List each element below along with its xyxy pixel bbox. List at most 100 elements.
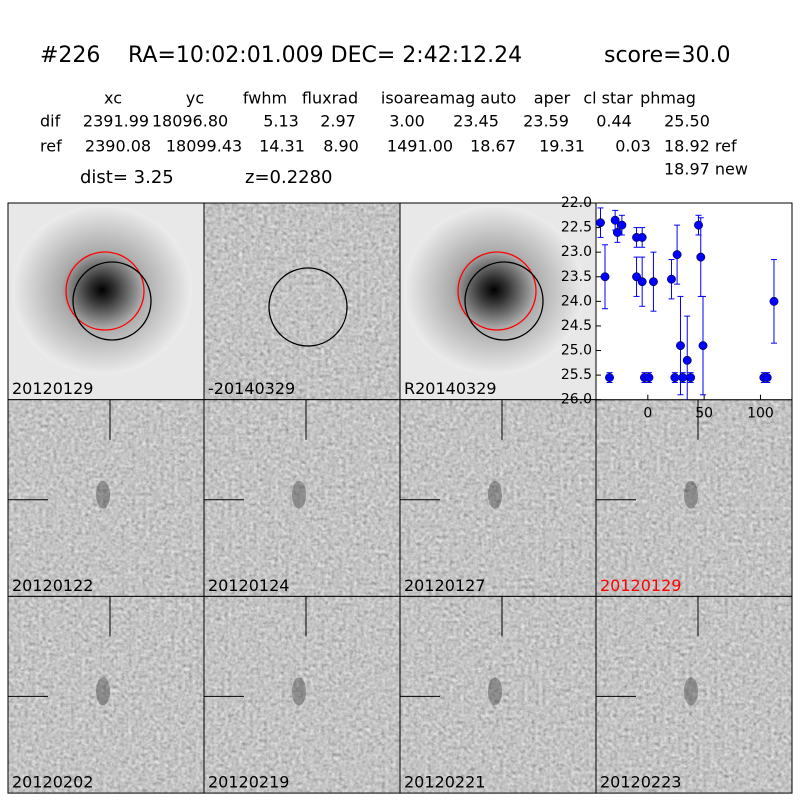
source — [292, 677, 306, 706]
noise-image — [596, 399, 792, 597]
data-point — [596, 218, 605, 228]
noise-image — [400, 399, 596, 597]
data-point — [637, 277, 647, 287]
y-tick-label: 23.0 — [561, 244, 592, 260]
aperture — [72, 261, 152, 341]
source — [684, 677, 698, 706]
panel-label: 20120202 — [12, 773, 93, 792]
table-cell: 23.59 — [523, 112, 569, 131]
x-tick-label: 100 — [747, 406, 774, 422]
table-cell: 5.13 — [263, 112, 299, 131]
table-cell: 2.97 — [320, 112, 356, 131]
column-header: xc — [104, 89, 122, 108]
column-header: yc — [186, 89, 204, 108]
data-point — [686, 373, 696, 383]
data-point — [600, 272, 610, 282]
column-header: cl star — [583, 89, 633, 108]
table-cell: 14.31 — [259, 137, 305, 156]
source — [96, 677, 110, 706]
dist: dist= 3.25 — [80, 167, 174, 188]
data-point — [648, 277, 658, 287]
panel-label: 20120223 — [600, 773, 681, 792]
table-cell: 2390.08 — [85, 137, 151, 156]
source — [488, 677, 502, 706]
panel-label: 20120129 — [12, 379, 93, 398]
candidate-id: #226 — [40, 43, 100, 68]
score: score=30.0 — [604, 43, 731, 68]
image-panel: 20120129 — [595, 399, 793, 597]
panel-label: -20140329 — [208, 379, 295, 398]
data-point — [698, 341, 708, 351]
image-panel: 20120202 — [7, 595, 205, 794]
y-tick-label: 25.5 — [561, 367, 592, 383]
galaxy — [12, 205, 192, 375]
panel-label: R20140329 — [404, 379, 497, 398]
column-header: fluxrad — [302, 89, 358, 108]
data-point — [644, 373, 654, 383]
column-header: fwhm — [243, 89, 287, 108]
y-tick-label: 24.0 — [561, 293, 592, 309]
table-cell: 25.50 — [664, 112, 710, 131]
source — [488, 480, 502, 509]
noise-image — [204, 399, 400, 597]
data-point — [672, 250, 682, 260]
noise-image — [8, 596, 204, 794]
y-tick-label: 25.0 — [561, 343, 592, 359]
data-point — [637, 232, 647, 242]
redshift: z=0.2280 — [245, 167, 333, 188]
source — [684, 480, 698, 509]
aperture-ref — [65, 251, 145, 331]
row-label: ref — [40, 137, 62, 156]
aperture — [268, 267, 348, 347]
data-point — [670, 373, 680, 383]
panel-label: 20120219 — [208, 773, 289, 792]
image-panel: -20140329 — [203, 202, 401, 401]
data-point — [605, 373, 614, 383]
panel-label: 20120127 — [404, 576, 485, 595]
coords: RA=10:02:01.009 DEC= 2:42:12.24 — [128, 43, 522, 68]
noise-image — [400, 596, 596, 794]
image-panel: R20140329 — [399, 202, 597, 401]
table-cell: 1491.00 — [387, 137, 453, 156]
x-tick-label: 50 — [695, 406, 713, 422]
table-cell: 0.44 — [596, 112, 632, 131]
galaxy — [404, 205, 584, 375]
panel-label: 20120129 — [600, 576, 681, 595]
data-point — [632, 272, 642, 282]
y-tick-label: 22.0 — [561, 195, 592, 211]
noise-image — [596, 596, 792, 794]
image-panel: 20120223 — [595, 595, 793, 794]
column-header: aper — [534, 89, 571, 108]
y-tick-label: 22.5 — [561, 220, 592, 236]
panel-label: 20120122 — [12, 576, 93, 595]
panel-label: 20120221 — [404, 773, 485, 792]
image-panel: 20120122 — [7, 399, 205, 597]
aperture — [464, 261, 544, 341]
table-cell: 8.90 — [323, 137, 359, 156]
noise-image — [204, 203, 400, 400]
table-cell: 3.00 — [389, 112, 425, 131]
image-panel: 20120129 — [7, 202, 205, 401]
data-point — [769, 296, 779, 306]
data-point — [676, 341, 685, 351]
table-cell: 23.45 — [453, 112, 499, 131]
panel-label: 20120124 — [208, 576, 289, 595]
image-panel: 20120124 — [203, 399, 401, 597]
panel-frame — [595, 595, 793, 794]
y-tick-label: 26.0 — [561, 392, 592, 408]
table-cell: 18099.43 — [166, 137, 242, 156]
y-tick-label: 23.5 — [561, 269, 592, 285]
data-point — [696, 252, 706, 262]
image-panel: 20120127 — [399, 399, 597, 597]
data-point — [694, 220, 703, 230]
y-tick-label: 24.5 — [561, 318, 592, 334]
table-cell: 19.31 — [539, 137, 585, 156]
plot-area — [595, 202, 793, 401]
table-cell: 2391.99 — [83, 112, 149, 131]
x-tick-label: 0 — [643, 406, 652, 422]
aperture-ref — [457, 251, 537, 331]
image-panel: 20120219 — [203, 595, 401, 794]
column-header: isoarea — [381, 89, 439, 108]
data-point — [617, 220, 627, 230]
